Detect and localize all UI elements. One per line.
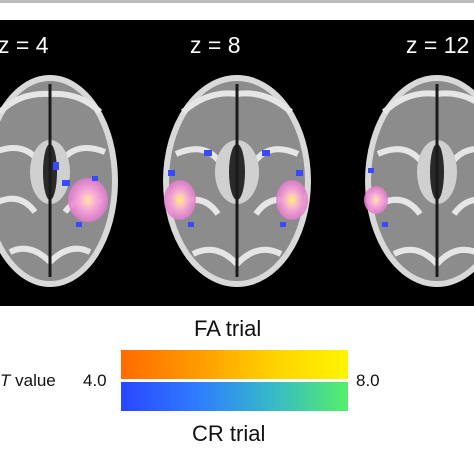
cr-trial-label: CR trial xyxy=(192,421,266,446)
slice-label-z12: z = 12 xyxy=(406,32,470,58)
brain-slices-panel: z = 4 z = 8 z = 12 xyxy=(0,20,474,306)
top-divider xyxy=(0,0,474,3)
t-value-label: T value xyxy=(0,371,56,391)
slice-label-z4: z = 4 xyxy=(0,32,49,58)
brain-slice-z4 xyxy=(0,75,118,287)
slice-label-z8: z = 8 xyxy=(190,32,241,58)
t-value-suffix: value xyxy=(10,371,56,390)
brain-slice-z12 xyxy=(364,75,474,287)
brain-slice-z8 xyxy=(163,75,311,287)
cr-colorbar xyxy=(121,382,348,411)
fa-trial-label: FA trial xyxy=(194,316,262,341)
t-symbol: T xyxy=(0,371,11,390)
colorbar-max-label: 8.0 xyxy=(356,371,380,390)
colorbar-min-label: 4.0 xyxy=(83,371,107,390)
fa-colorbar xyxy=(121,350,348,379)
